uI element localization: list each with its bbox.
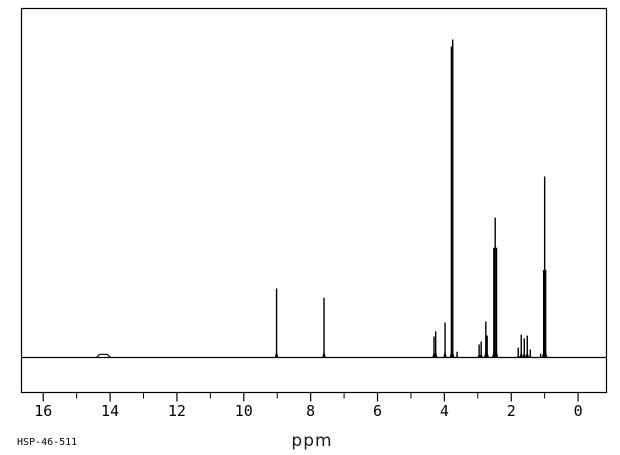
x-tick-label: 16 xyxy=(34,402,52,420)
x-tick-label: 2 xyxy=(507,402,516,420)
x-tick-label: 12 xyxy=(168,402,186,420)
peak-foot xyxy=(450,350,455,358)
peak-foot xyxy=(494,350,499,358)
x-tick-label: 8 xyxy=(306,402,315,420)
peak-foot xyxy=(433,350,438,358)
peak-foot xyxy=(455,355,459,358)
x-axis-title: ppm xyxy=(291,431,333,451)
broad-peak xyxy=(95,353,111,358)
x-tick-label: 6 xyxy=(373,402,382,420)
peak-foot xyxy=(516,354,521,358)
spectrum-id-label: HSP-46-511 xyxy=(17,437,78,448)
x-tick-label: 4 xyxy=(440,402,449,420)
x-tick-label: 10 xyxy=(235,402,253,420)
peak-foot xyxy=(543,350,548,358)
peak-foot xyxy=(528,355,533,358)
peak-foot xyxy=(522,351,527,358)
peak-foot xyxy=(479,352,483,358)
peak-foot xyxy=(274,350,279,358)
plot-frame xyxy=(20,7,608,394)
x-tick-label: 0 xyxy=(574,402,583,420)
peak-foot xyxy=(519,350,524,358)
peak-foot xyxy=(443,350,447,358)
peak-foot xyxy=(525,350,530,358)
peak-foot xyxy=(485,350,489,358)
x-tick-label: 14 xyxy=(101,402,119,420)
peak-foot xyxy=(322,350,326,358)
peak-foot xyxy=(538,356,543,358)
